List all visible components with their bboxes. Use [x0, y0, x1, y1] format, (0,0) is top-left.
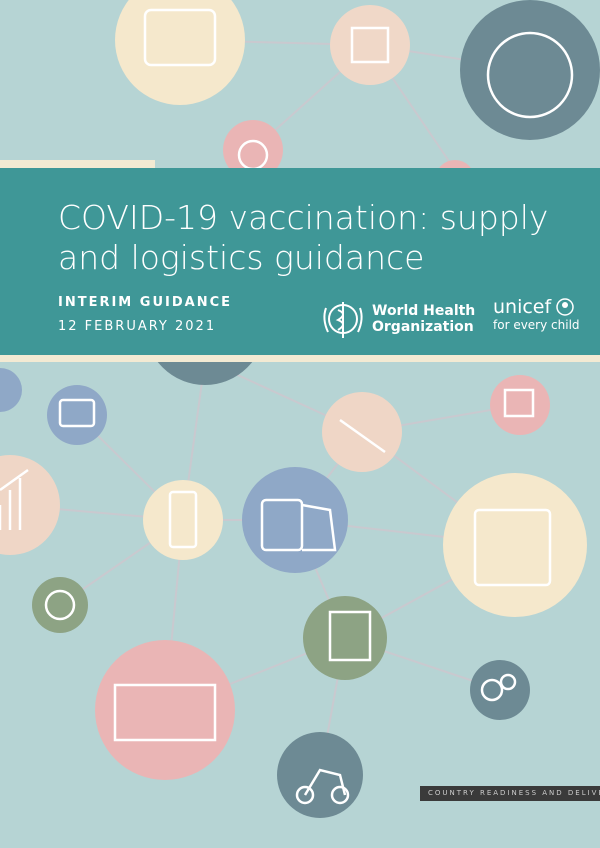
unicef-tagline: for every child	[493, 318, 580, 332]
title: COVID-19 vaccination: supply and logisti…	[58, 198, 549, 277]
who-name: World Health	[372, 303, 476, 319]
title-banner	[0, 168, 600, 355]
date: 12 FEBRUARY 2021	[58, 319, 217, 334]
who-name: Organization	[372, 319, 474, 335]
who-emblem	[323, 302, 363, 338]
who-logo: World Health Organization	[320, 298, 475, 340]
accent-line	[0, 160, 155, 168]
series-label: COUNTRY READINESS AND DELIVER	[420, 786, 600, 801]
accent-line	[0, 355, 600, 362]
unicef-logo: unicef for every child	[493, 296, 580, 332]
unicef-name: unicef	[493, 296, 552, 318]
subtitle: INTERIM GUIDANCE	[58, 295, 232, 310]
unicef-emblem	[556, 298, 574, 316]
